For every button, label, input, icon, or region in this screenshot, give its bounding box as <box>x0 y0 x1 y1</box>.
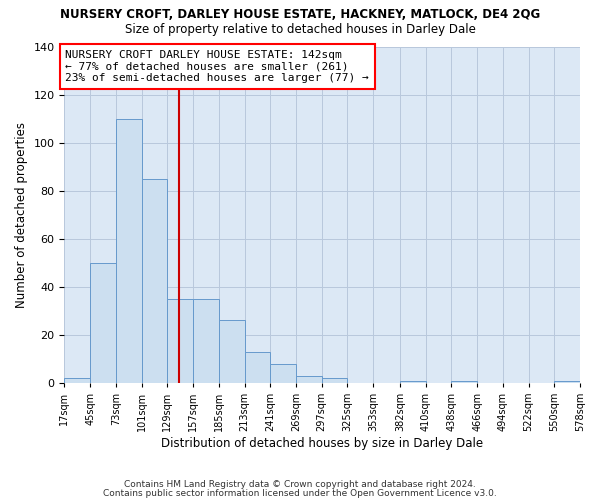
Text: Contains public sector information licensed under the Open Government Licence v3: Contains public sector information licen… <box>103 488 497 498</box>
Bar <box>322 378 347 383</box>
Text: Contains HM Land Registry data © Crown copyright and database right 2024.: Contains HM Land Registry data © Crown c… <box>124 480 476 489</box>
Text: NURSERY CROFT DARLEY HOUSE ESTATE: 142sqm
← 77% of detached houses are smaller (: NURSERY CROFT DARLEY HOUSE ESTATE: 142sq… <box>65 50 369 83</box>
Bar <box>193 299 219 383</box>
Bar <box>451 380 477 383</box>
Text: Size of property relative to detached houses in Darley Dale: Size of property relative to detached ho… <box>125 22 475 36</box>
Bar <box>167 299 193 383</box>
Y-axis label: Number of detached properties: Number of detached properties <box>15 122 28 308</box>
Text: NURSERY CROFT, DARLEY HOUSE ESTATE, HACKNEY, MATLOCK, DE4 2QG: NURSERY CROFT, DARLEY HOUSE ESTATE, HACK… <box>60 8 540 20</box>
Bar <box>554 380 580 383</box>
Bar <box>245 352 270 383</box>
Bar <box>270 364 296 383</box>
X-axis label: Distribution of detached houses by size in Darley Dale: Distribution of detached houses by size … <box>161 437 483 450</box>
Bar <box>219 320 245 383</box>
Bar <box>296 376 322 383</box>
Bar <box>116 118 142 383</box>
Bar <box>400 380 425 383</box>
Bar <box>90 263 116 383</box>
Bar <box>142 178 167 383</box>
Bar <box>64 378 90 383</box>
